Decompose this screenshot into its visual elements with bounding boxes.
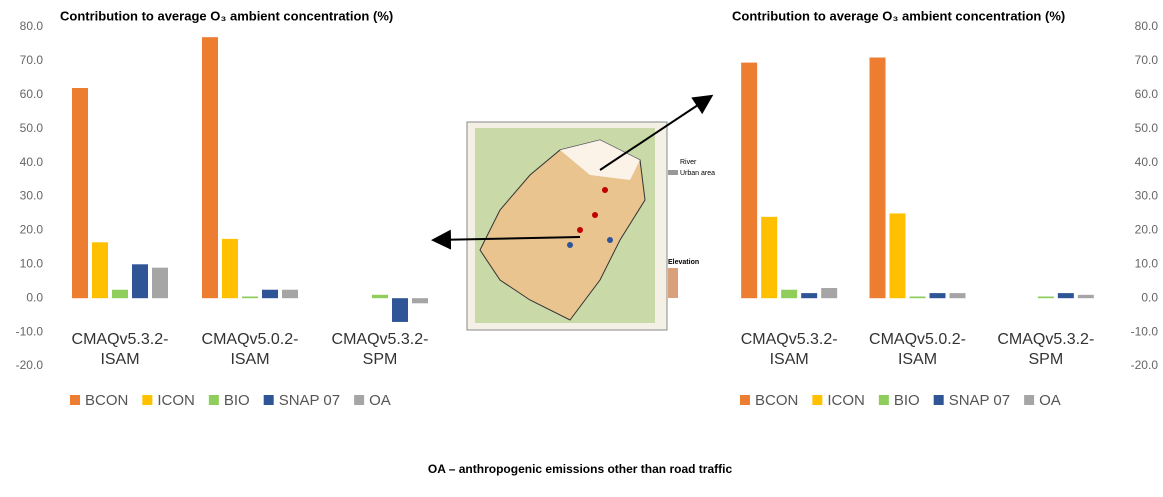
y-tick-label: -10.0 [1131,324,1159,338]
bar [781,289,798,299]
bar [72,88,88,299]
map-legend-swatch [668,170,678,175]
legend-swatch [70,395,80,405]
map-station [577,227,583,233]
y-tick-label: -20.0 [1131,358,1159,372]
bar [112,289,128,299]
arrow [599,94,714,171]
bar [1077,294,1094,299]
bar [412,298,428,304]
map-station [607,237,613,243]
bar [222,238,238,299]
legend-swatch [740,395,750,405]
legend-label: OA [1039,392,1061,409]
y-tick-label: 0.0 [26,290,43,304]
map-legend-swatch [668,268,678,298]
chart-title: Contribution to average O₃ ambient conce… [60,8,393,23]
legend-label: SNAP 07 [949,392,1010,409]
x-tick-label: CMAQv5.0.2-ISAM [201,331,299,368]
bar [282,289,298,299]
legend-label: BCON [755,392,798,409]
bar [202,37,218,299]
bar [949,293,966,299]
chart-title: Contribution to average O₃ ambient conce… [732,8,1065,23]
bar [889,213,906,299]
x-tick-label: CMAQv5.0.2-ISAM [869,331,966,368]
map: River Urban area Elevation [466,121,715,331]
bar [392,298,408,322]
map-legend-label: Elevation [668,259,699,266]
y-tick-label: 70.0 [20,53,44,67]
map-legend-label: Urban area [680,170,715,177]
y-tick-label: 20.0 [1135,223,1159,237]
legend-swatch [933,395,944,405]
y-tick-label: 10.0 [1135,256,1159,270]
bar [242,296,258,299]
legend-label: BIO [224,392,250,409]
bar [152,267,168,299]
map-station [567,242,573,248]
map-snow [560,140,640,180]
y-tick-label: 60.0 [20,87,44,101]
map-legend-label: River [680,159,697,166]
bar [761,216,778,299]
map-station [592,212,598,218]
legend-label: OA [369,392,391,409]
x-tick-label: CMAQv5.3.2-ISAM [740,331,838,368]
x-tick-label: CMAQv5.3.2-SPM [331,331,429,368]
legend-swatch [878,395,889,405]
caption: OA – anthropogenic emissions other than … [427,462,733,476]
legend-label: SNAP 07 [279,392,340,409]
x-tick-label: CMAQv5.3.2-SPM [997,331,1095,368]
y-tick-label: 60.0 [1135,87,1159,101]
legend-label: ICON [827,392,865,409]
y-tick-label: 40.0 [1135,155,1159,169]
legend-label: ICON [157,392,195,409]
bar [1037,296,1054,299]
bar [372,294,388,299]
map-region [479,139,646,321]
bar [909,296,926,299]
y-tick-label: 0.0 [1141,290,1158,304]
y-tick-label: 50.0 [20,121,44,135]
arrow [431,229,581,250]
bar [821,288,838,299]
legend-swatch [263,395,274,405]
map-station [602,187,608,193]
legend-swatch [142,395,153,405]
bar [1057,293,1074,299]
x-tick-label: CMAQv5.3.2-ISAM [71,331,169,368]
bar [801,293,818,299]
y-tick-label: 70.0 [1135,53,1159,67]
legend-swatch [812,395,823,405]
y-tick-label: 50.0 [1135,121,1159,135]
legend-label: BIO [894,392,920,409]
y-tick-label: 30.0 [20,189,44,203]
y-tick-label: 40.0 [20,155,44,169]
bar [741,62,758,299]
y-tick-label: 80.0 [1135,19,1159,33]
y-tick-label: 20.0 [20,223,44,237]
y-tick-label: -20.0 [16,358,44,372]
bar [869,57,886,299]
legend-swatch [1024,395,1035,405]
bar [262,289,278,299]
y-tick-label: -10.0 [16,324,44,338]
legend-swatch [354,395,365,405]
y-tick-label: 30.0 [1135,189,1159,203]
legend-label: BCON [85,392,128,409]
bar [929,293,946,299]
legend-swatch [208,395,219,405]
y-tick-label: 10.0 [20,256,44,270]
bar [132,264,148,299]
bar [92,242,108,299]
y-tick-label: 80.0 [20,19,44,33]
